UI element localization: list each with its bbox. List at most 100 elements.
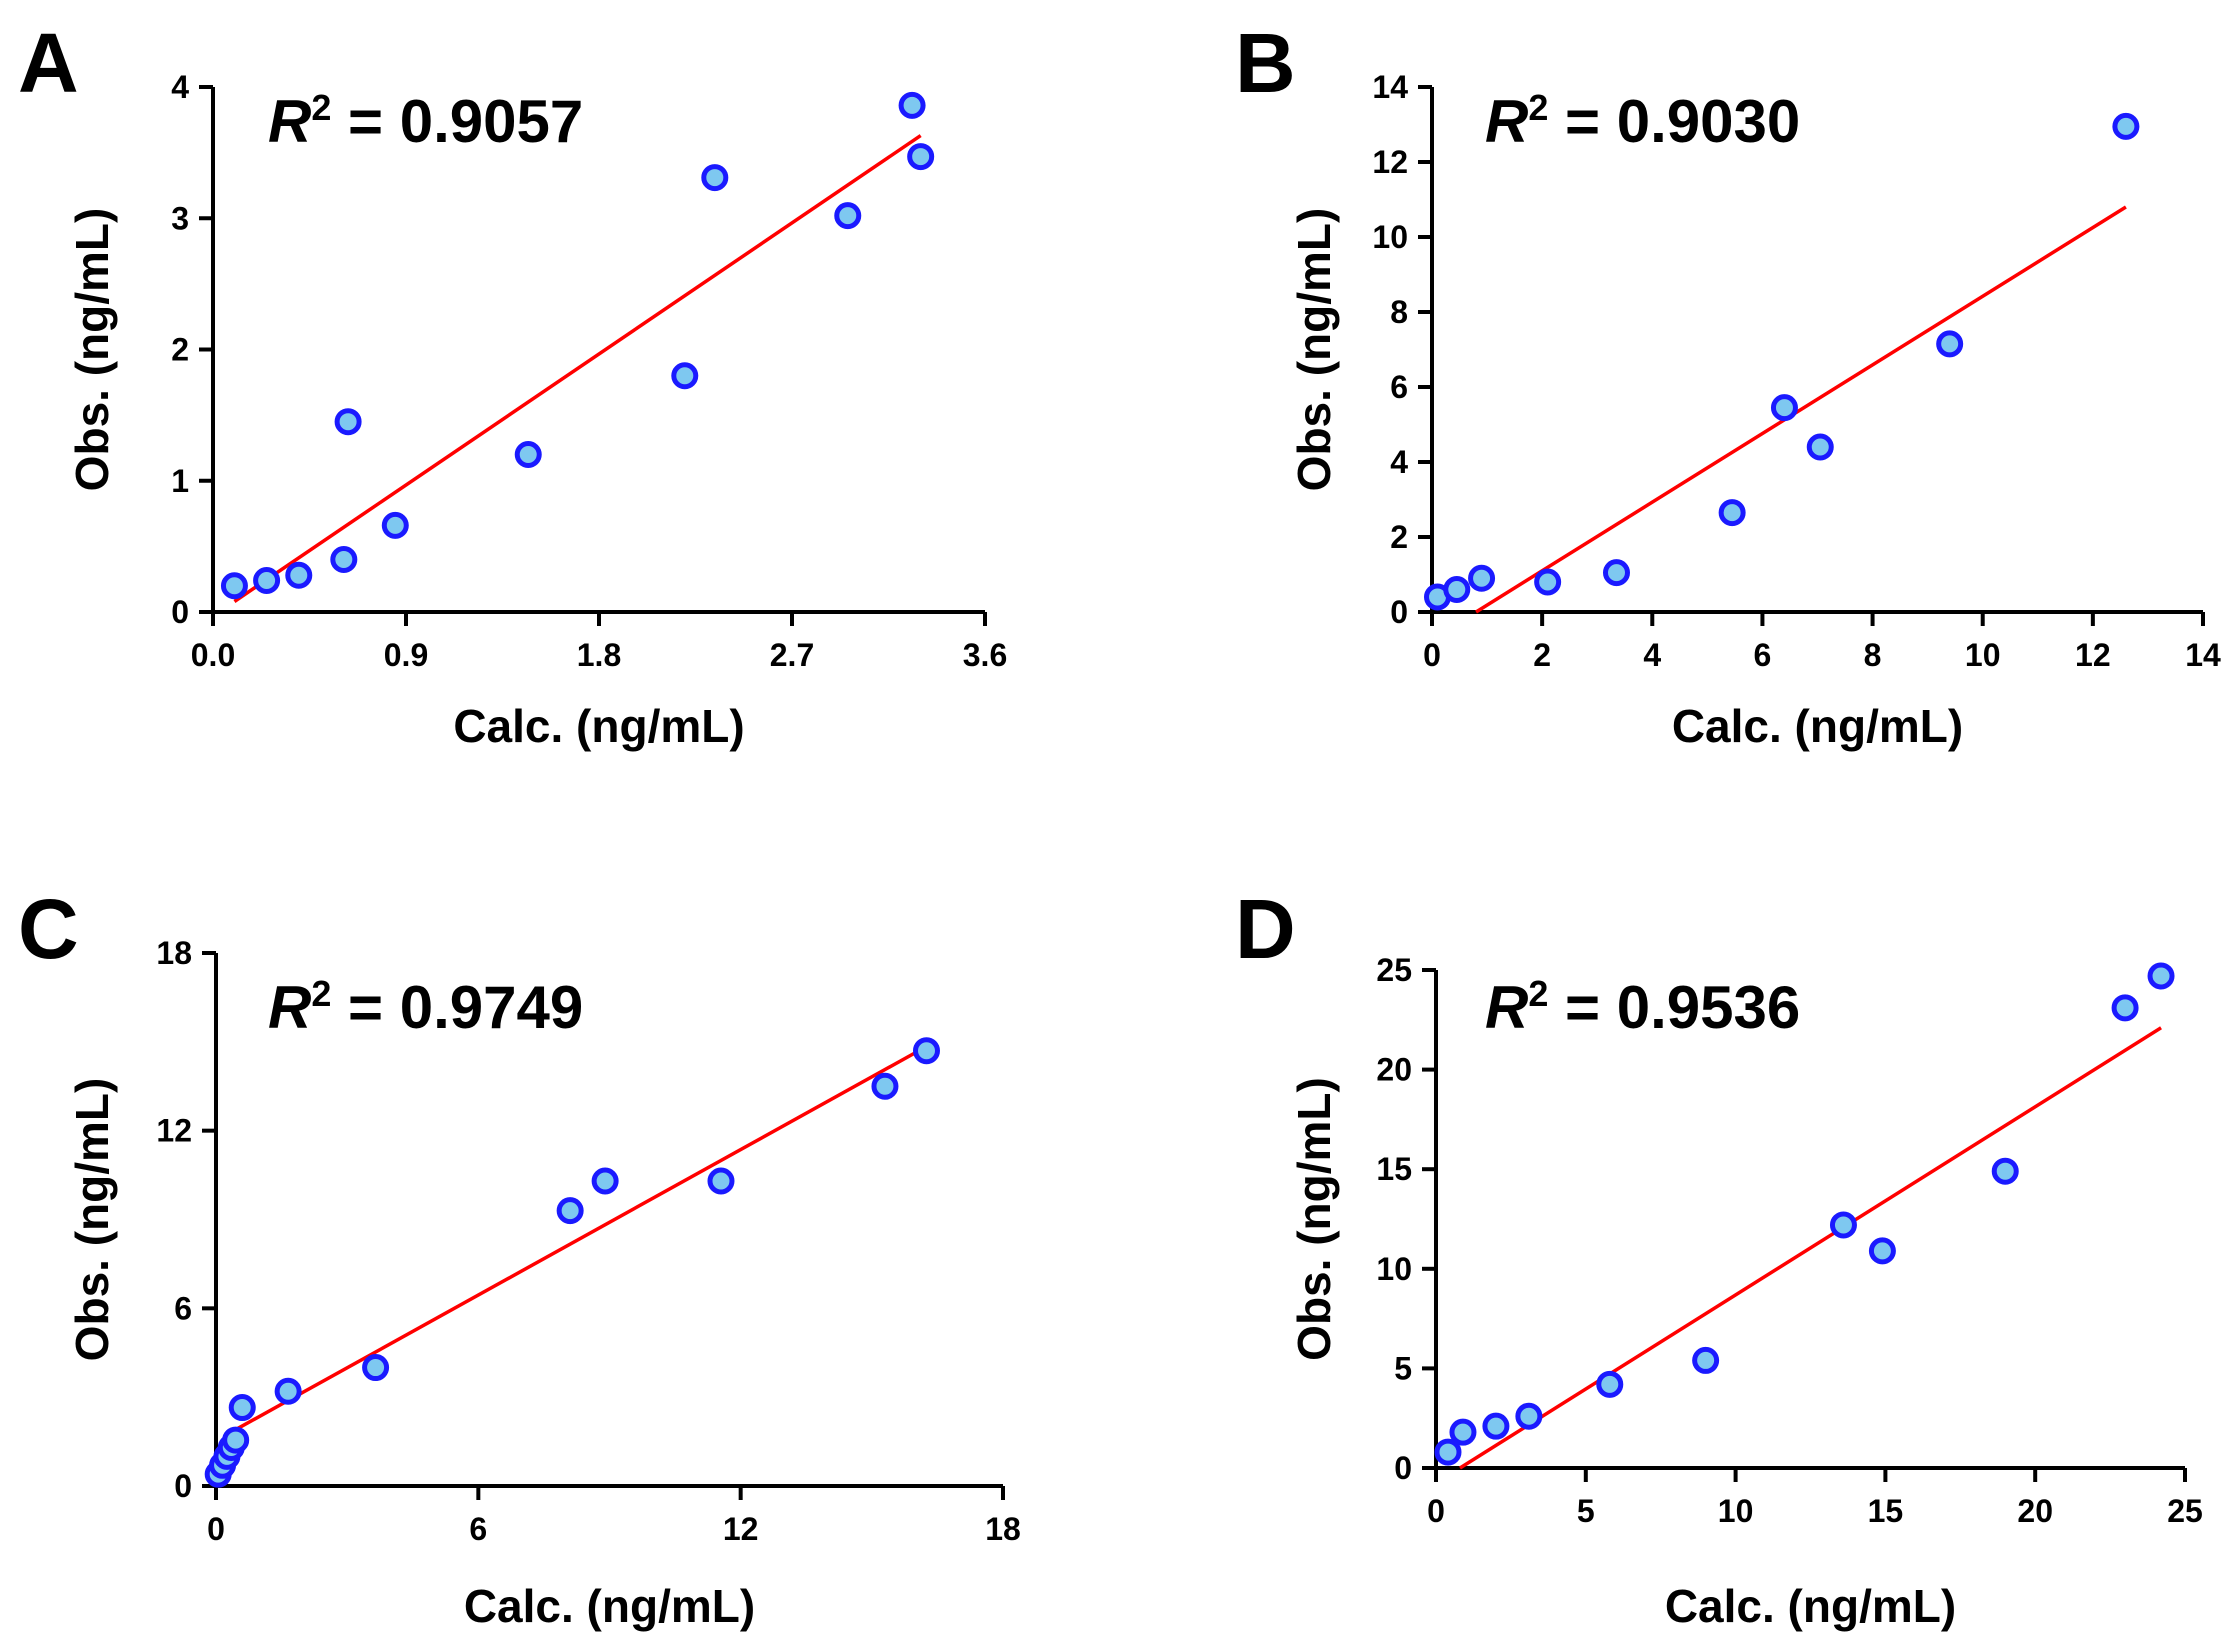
r-symbol-a: R	[268, 88, 311, 155]
x-tick-label-b: 0	[1423, 637, 1441, 673]
r-squared-annotation-b: R2 = 0.9030	[1485, 87, 1800, 155]
panel-letter-b: B	[1235, 16, 1296, 110]
data-point-b	[1806, 433, 1834, 461]
r-squared-value-d: = 0.9536	[1548, 974, 1800, 1041]
x-axis-title-d: Calc. (ng/mL)	[1665, 1580, 1956, 1632]
y-axis-title-b: Obs. (ng/mL)	[1288, 208, 1340, 492]
data-point-c	[274, 1377, 302, 1405]
r-squared-annotation-a: R2 = 0.9057	[268, 87, 583, 155]
data-point-b	[1443, 576, 1471, 603]
data-point-a	[701, 164, 729, 192]
r-squared-value-c: = 0.9749	[331, 974, 583, 1041]
panel-a: A 0.0 0.9 1.8 2.7 3.6 0 1 2 3 4 Calc. (ng/mL) Obs. (…	[18, 16, 1007, 752]
x-tick-label-c: 6	[469, 1511, 487, 1547]
data-point-b	[1770, 394, 1798, 422]
x-tick-label-d: 0	[1427, 1493, 1445, 1529]
data-point-d	[2111, 994, 2139, 1022]
data-point-b	[1936, 330, 1964, 358]
x-tick-label-b: 8	[1864, 637, 1882, 673]
data-point-d	[1434, 1438, 1462, 1466]
data-point-d	[1449, 1418, 1477, 1446]
r-symbol-b: R	[1485, 88, 1528, 155]
regression-line-c	[223, 1046, 926, 1438]
data-point-c	[591, 1167, 619, 1195]
y-tick-label-b: 0	[1390, 594, 1408, 630]
data-point-a	[330, 546, 358, 573]
r-superscript-c: 2	[311, 973, 331, 1014]
r-superscript-a: 2	[311, 87, 331, 128]
r-squared-value-a: = 0.9057	[331, 88, 583, 155]
data-point-a	[220, 572, 248, 600]
data-point-a	[907, 143, 935, 171]
data-point-d	[1482, 1412, 1510, 1440]
y-tick-label-b: 6	[1390, 369, 1408, 405]
y-tick-label-c: 12	[156, 1113, 192, 1149]
x-tick-label-a: 3.6	[963, 637, 1007, 673]
x-tick-label-d: 25	[2167, 1493, 2203, 1529]
y-tick-label-d: 5	[1394, 1350, 1412, 1386]
x-tick-label-d: 15	[1868, 1493, 1904, 1529]
x-tick-label-c: 0	[207, 1511, 225, 1547]
x-axis-title-a: Calc. (ng/mL)	[453, 700, 744, 752]
y-tick-label-b: 8	[1390, 294, 1408, 330]
data-point-b	[2112, 112, 2140, 140]
x-tick-label-d: 5	[1577, 1493, 1595, 1529]
y-tick-label-b: 4	[1390, 444, 1408, 480]
data-point-c	[707, 1167, 735, 1195]
x-tick-label-b: 10	[1965, 637, 2001, 673]
x-tick-label-b: 6	[1754, 637, 1772, 673]
y-tick-label-b: 10	[1372, 219, 1408, 255]
data-point-a	[253, 567, 281, 594]
x-tick-label-a: 2.7	[770, 637, 814, 673]
y-tick-label-a: 3	[171, 200, 189, 236]
data-point-a	[671, 362, 699, 390]
data-point-a	[898, 91, 926, 119]
data-point-d	[1692, 1346, 1720, 1374]
y-tick-label-d: 0	[1394, 1450, 1412, 1486]
panel-c: C 0 6 12 18 0 6 12 18 Calc. (ng/mL) Obs. (ng/mL) R2…	[18, 882, 1021, 1632]
y-tick-label-c: 0	[174, 1468, 192, 1504]
y-tick-label-d: 15	[1376, 1151, 1412, 1187]
r-squared-annotation-c: R2 = 0.9749	[268, 973, 583, 1041]
panel-letter-a: A	[18, 16, 79, 110]
y-tick-label-b: 2	[1390, 519, 1408, 555]
y-tick-label-c: 6	[174, 1290, 192, 1326]
data-point-a	[514, 441, 542, 468]
y-tick-label-c: 18	[156, 935, 192, 971]
data-point-d	[1515, 1402, 1543, 1430]
y-tick-label-d: 20	[1376, 1052, 1412, 1088]
data-point-c	[556, 1197, 584, 1225]
y-tick-label-a: 0	[171, 594, 189, 630]
regression-line-d	[1459, 1026, 2162, 1470]
y-axis-title-c: Obs. (ng/mL)	[66, 1078, 118, 1362]
data-point-d	[2147, 962, 2175, 990]
y-axis-title-d: Obs. (ng/mL)	[1288, 1077, 1340, 1361]
data-point-d	[1991, 1157, 2019, 1185]
y-tick-label-d: 10	[1376, 1251, 1412, 1287]
data-point-c	[362, 1354, 390, 1382]
y-axis-title-a: Obs. (ng/mL)	[66, 208, 118, 492]
x-tick-label-a: 0.0	[191, 637, 235, 673]
data-point-a	[381, 511, 409, 539]
data-point-a	[334, 408, 362, 436]
data-point-d	[1596, 1370, 1624, 1398]
x-tick-label-a: 1.8	[577, 637, 621, 673]
y-tick-label-a: 1	[171, 463, 189, 499]
x-tick-label-b: 4	[1643, 637, 1661, 673]
data-point-b	[1602, 559, 1630, 587]
x-axis-title-c: Calc. (ng/mL)	[464, 1580, 755, 1632]
x-tick-label-b: 14	[2185, 637, 2221, 673]
r-superscript-d: 2	[1528, 973, 1548, 1014]
data-point-d	[1829, 1211, 1857, 1239]
x-tick-label-d: 20	[2017, 1493, 2053, 1529]
x-tick-label-d: 10	[1718, 1493, 1754, 1529]
r-symbol-d: R	[1485, 974, 1528, 1041]
data-point-c	[871, 1072, 899, 1100]
r-superscript-b: 2	[1528, 87, 1548, 128]
regression-line-a	[233, 134, 922, 603]
data-point-b	[1534, 568, 1562, 596]
data-point-d	[1868, 1237, 1896, 1265]
r-squared-annotation-d: R2 = 0.9536	[1485, 973, 1800, 1041]
r-squared-value-b: = 0.9030	[1548, 88, 1800, 155]
